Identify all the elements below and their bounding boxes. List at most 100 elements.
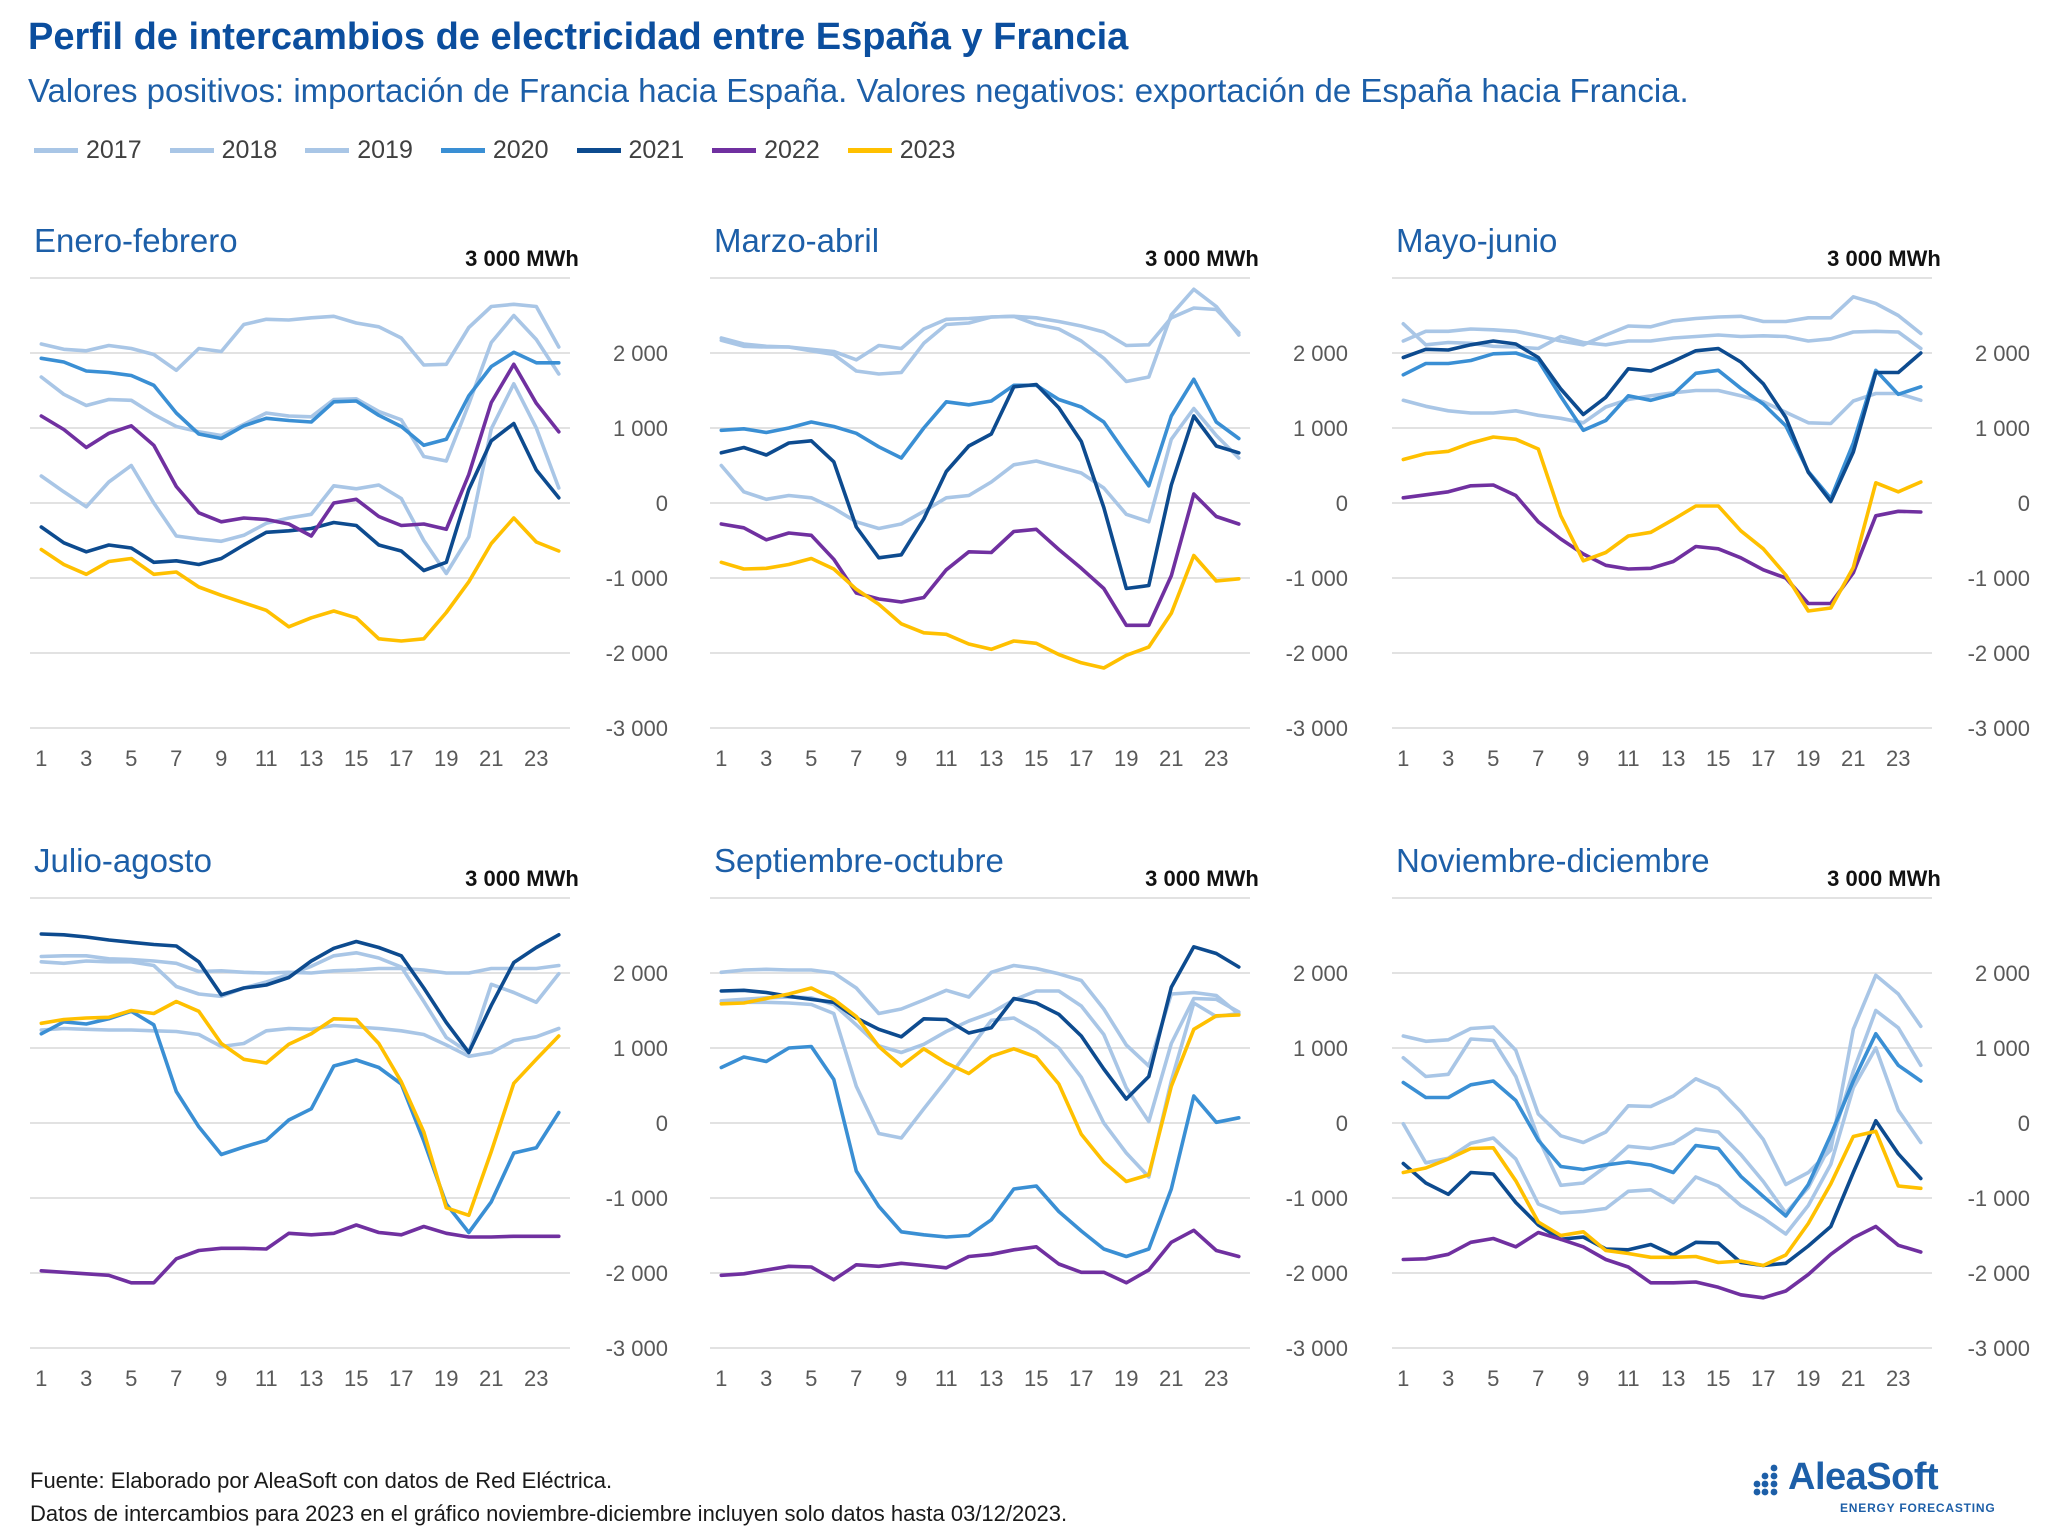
series-group-julio-agosto — [39, 932, 561, 1285]
series-line-2020 — [719, 377, 1241, 488]
series-line-2023 — [1401, 1129, 1923, 1268]
y-top-label-julio-agosto: 3 000 MWh — [465, 866, 579, 891]
chart-svg-marzo-abril: Marzo-abril 3 000 MWh 2 000 1 000 0 -1 000 -2 … — [710, 222, 1348, 770]
legend-swatch-2022 — [712, 147, 757, 153]
chart-panel-noviembre-diciembre: Noviembre-diciembre 3 000 MWh 2 000 1 000 0 -… — [1382, 830, 2042, 1390]
y-tick-label-noviembre-diciembre: -3 000 — [1968, 1336, 2030, 1361]
x-tick-label-mayo-junio: 7 — [1532, 746, 1544, 770]
x-tick-label-mayo-junio: 21 — [1841, 746, 1865, 770]
y-tick-label-julio-agosto: 1 000 — [613, 1036, 668, 1061]
chart-panel-julio-agosto: Julio-agosto 3 000 MWh 2 000 1 000 0 -1 000 -2… — [20, 830, 680, 1390]
y-tick-label-marzo-abril: 2 000 — [1293, 341, 1348, 366]
x-tick-label-julio-agosto: 9 — [215, 1366, 227, 1390]
series-line-2019 — [39, 382, 561, 576]
x-tick-label-mayo-junio: 17 — [1751, 746, 1775, 770]
series-line-2022 — [39, 1223, 561, 1285]
series-line-2023 — [1401, 435, 1923, 613]
series-line-2019 — [1401, 1046, 1923, 1236]
y-top-label-marzo-abril: 3 000 MWh — [1145, 246, 1259, 271]
x-tick-label-enero-febrero: 17 — [389, 746, 413, 770]
legend-label-2020: 2020 — [492, 135, 549, 164]
y-tick-label-julio-agosto: -2 000 — [606, 1261, 668, 1286]
legend-swatch-2021 — [576, 147, 621, 153]
x-tick-label-marzo-abril: 1 — [715, 746, 727, 770]
x-tick-label-noviembre-diciembre: 7 — [1532, 1366, 1544, 1390]
chart-svg-septiembre-octubre: Septiembre-octubre 3 000 MWh 2 000 1 000 0 -1… — [710, 842, 1348, 1390]
x-tick-label-julio-agosto: 7 — [170, 1366, 182, 1390]
series-group-enero-febrero — [39, 302, 561, 643]
y-tick-label-marzo-abril: 1 000 — [1293, 416, 1348, 441]
x-tick-label-mayo-junio: 9 — [1577, 746, 1589, 770]
x-tick-label-enero-febrero: 23 — [524, 746, 548, 770]
y-tick-label-noviembre-diciembre: 1 000 — [1975, 1036, 2030, 1061]
x-tick-label-noviembre-diciembre: 15 — [1706, 1366, 1730, 1390]
x-tick-label-mayo-junio: 3 — [1442, 746, 1454, 770]
x-tick-label-julio-agosto: 19 — [434, 1366, 458, 1390]
x-tick-label-marzo-abril: 7 — [850, 746, 862, 770]
x-tick-label-julio-agosto: 21 — [479, 1366, 503, 1390]
series-group-noviembre-diciembre — [1401, 973, 1923, 1300]
legend-item-2017: 2017 — [34, 136, 142, 165]
x-tick-label-enero-febrero: 19 — [434, 746, 458, 770]
y-tick-label-enero-febrero: -2 000 — [606, 641, 668, 666]
x-tick-label-julio-agosto: 15 — [344, 1366, 368, 1390]
series-line-2022 — [719, 492, 1241, 628]
series-line-2017 — [1401, 973, 1923, 1187]
x-tick-label-septiembre-octubre: 19 — [1114, 1366, 1138, 1390]
footer-note: Datos de intercambios para 2023 en el gr… — [30, 1501, 1068, 1526]
legend-item-2020: 2020 — [440, 135, 549, 165]
panel-title-marzo-abril: Marzo-abril — [714, 222, 879, 259]
x-tick-label-septiembre-octubre: 23 — [1204, 1366, 1228, 1390]
x-tick-label-septiembre-octubre: 9 — [895, 1366, 907, 1390]
x-tick-label-julio-agosto: 3 — [80, 1366, 92, 1390]
series-line-2020 — [39, 1009, 561, 1235]
series-line-2018 — [719, 287, 1241, 384]
x-tick-label-julio-agosto: 23 — [524, 1366, 548, 1390]
x-tick-label-enero-febrero: 13 — [299, 746, 323, 770]
aleasoft-logo: AleaSoft ENERGY FORECASTING — [1752, 1456, 2022, 1516]
x-tick-label-septiembre-octubre: 21 — [1159, 1366, 1183, 1390]
y-tick-label-mayo-junio: 0 — [2018, 491, 2030, 516]
panel-title-mayo-junio: Mayo-junio — [1396, 222, 1557, 259]
x-tick-label-julio-agosto: 5 — [125, 1366, 137, 1390]
x-tick-label-marzo-abril: 15 — [1024, 746, 1048, 770]
series-line-2017 — [1401, 295, 1923, 347]
series-line-2017 — [39, 302, 561, 373]
y-tick-label-mayo-junio: 1 000 — [1975, 416, 2030, 441]
y-tick-label-enero-febrero: 2 000 — [613, 341, 668, 366]
x-tick-label-julio-agosto: 13 — [299, 1366, 323, 1390]
x-tick-label-enero-febrero: 7 — [170, 746, 182, 770]
legend-item-2023: 2023 — [847, 136, 955, 165]
series-line-2022 — [39, 362, 561, 538]
y-tick-label-septiembre-octubre: -1 000 — [1286, 1186, 1348, 1211]
legend-label-2021: 2021 — [628, 135, 685, 164]
y-top-label-mayo-junio: 3 000 MWh — [1827, 246, 1941, 271]
legend-swatch-2020 — [440, 147, 485, 153]
series-line-2018 — [1401, 322, 1923, 351]
panel-title-enero-febrero: Enero-febrero — [34, 222, 238, 259]
panel-title-noviembre-diciembre: Noviembre-diciembre — [1396, 842, 1710, 879]
y-tick-label-mayo-junio: 2 000 — [1975, 341, 2030, 366]
series-line-2021 — [719, 945, 1241, 1101]
x-tick-label-septiembre-octubre: 5 — [805, 1366, 817, 1390]
x-tick-label-septiembre-octubre: 1 — [715, 1366, 727, 1390]
x-tick-label-enero-febrero: 21 — [479, 746, 503, 770]
x-tick-label-noviembre-diciembre: 11 — [1617, 1366, 1640, 1390]
series-line-2020 — [1401, 1032, 1923, 1218]
series-line-2021 — [719, 382, 1241, 591]
legend-item-2022: 2022 — [712, 136, 820, 165]
chart-panel-septiembre-octubre: Septiembre-octubre 3 000 MWh 2 000 1 000 0 -1… — [700, 830, 1360, 1390]
x-tick-label-marzo-abril: 23 — [1204, 746, 1228, 770]
y-tick-label-noviembre-diciembre: -1 000 — [1968, 1186, 2030, 1211]
series-line-2019 — [39, 1023, 561, 1059]
x-tick-label-enero-febrero: 3 — [80, 746, 92, 770]
series-line-2020 — [39, 350, 561, 448]
chart-svg-julio-agosto: Julio-agosto 3 000 MWh 2 000 1 000 0 -1 000 -2… — [30, 842, 668, 1390]
x-tick-label-noviembre-diciembre: 9 — [1577, 1366, 1589, 1390]
x-tick-label-marzo-abril: 19 — [1114, 746, 1138, 770]
series-line-2019 — [719, 406, 1241, 531]
chart-svg-mayo-junio: Mayo-junio 3 000 MWh 2 000 1 000 0 -1 000 -2 0… — [1392, 222, 2030, 770]
y-tick-label-mayo-junio: -1 000 — [1968, 566, 2030, 591]
series-line-2021 — [39, 421, 561, 573]
series-group-septiembre-octubre — [719, 945, 1241, 1285]
